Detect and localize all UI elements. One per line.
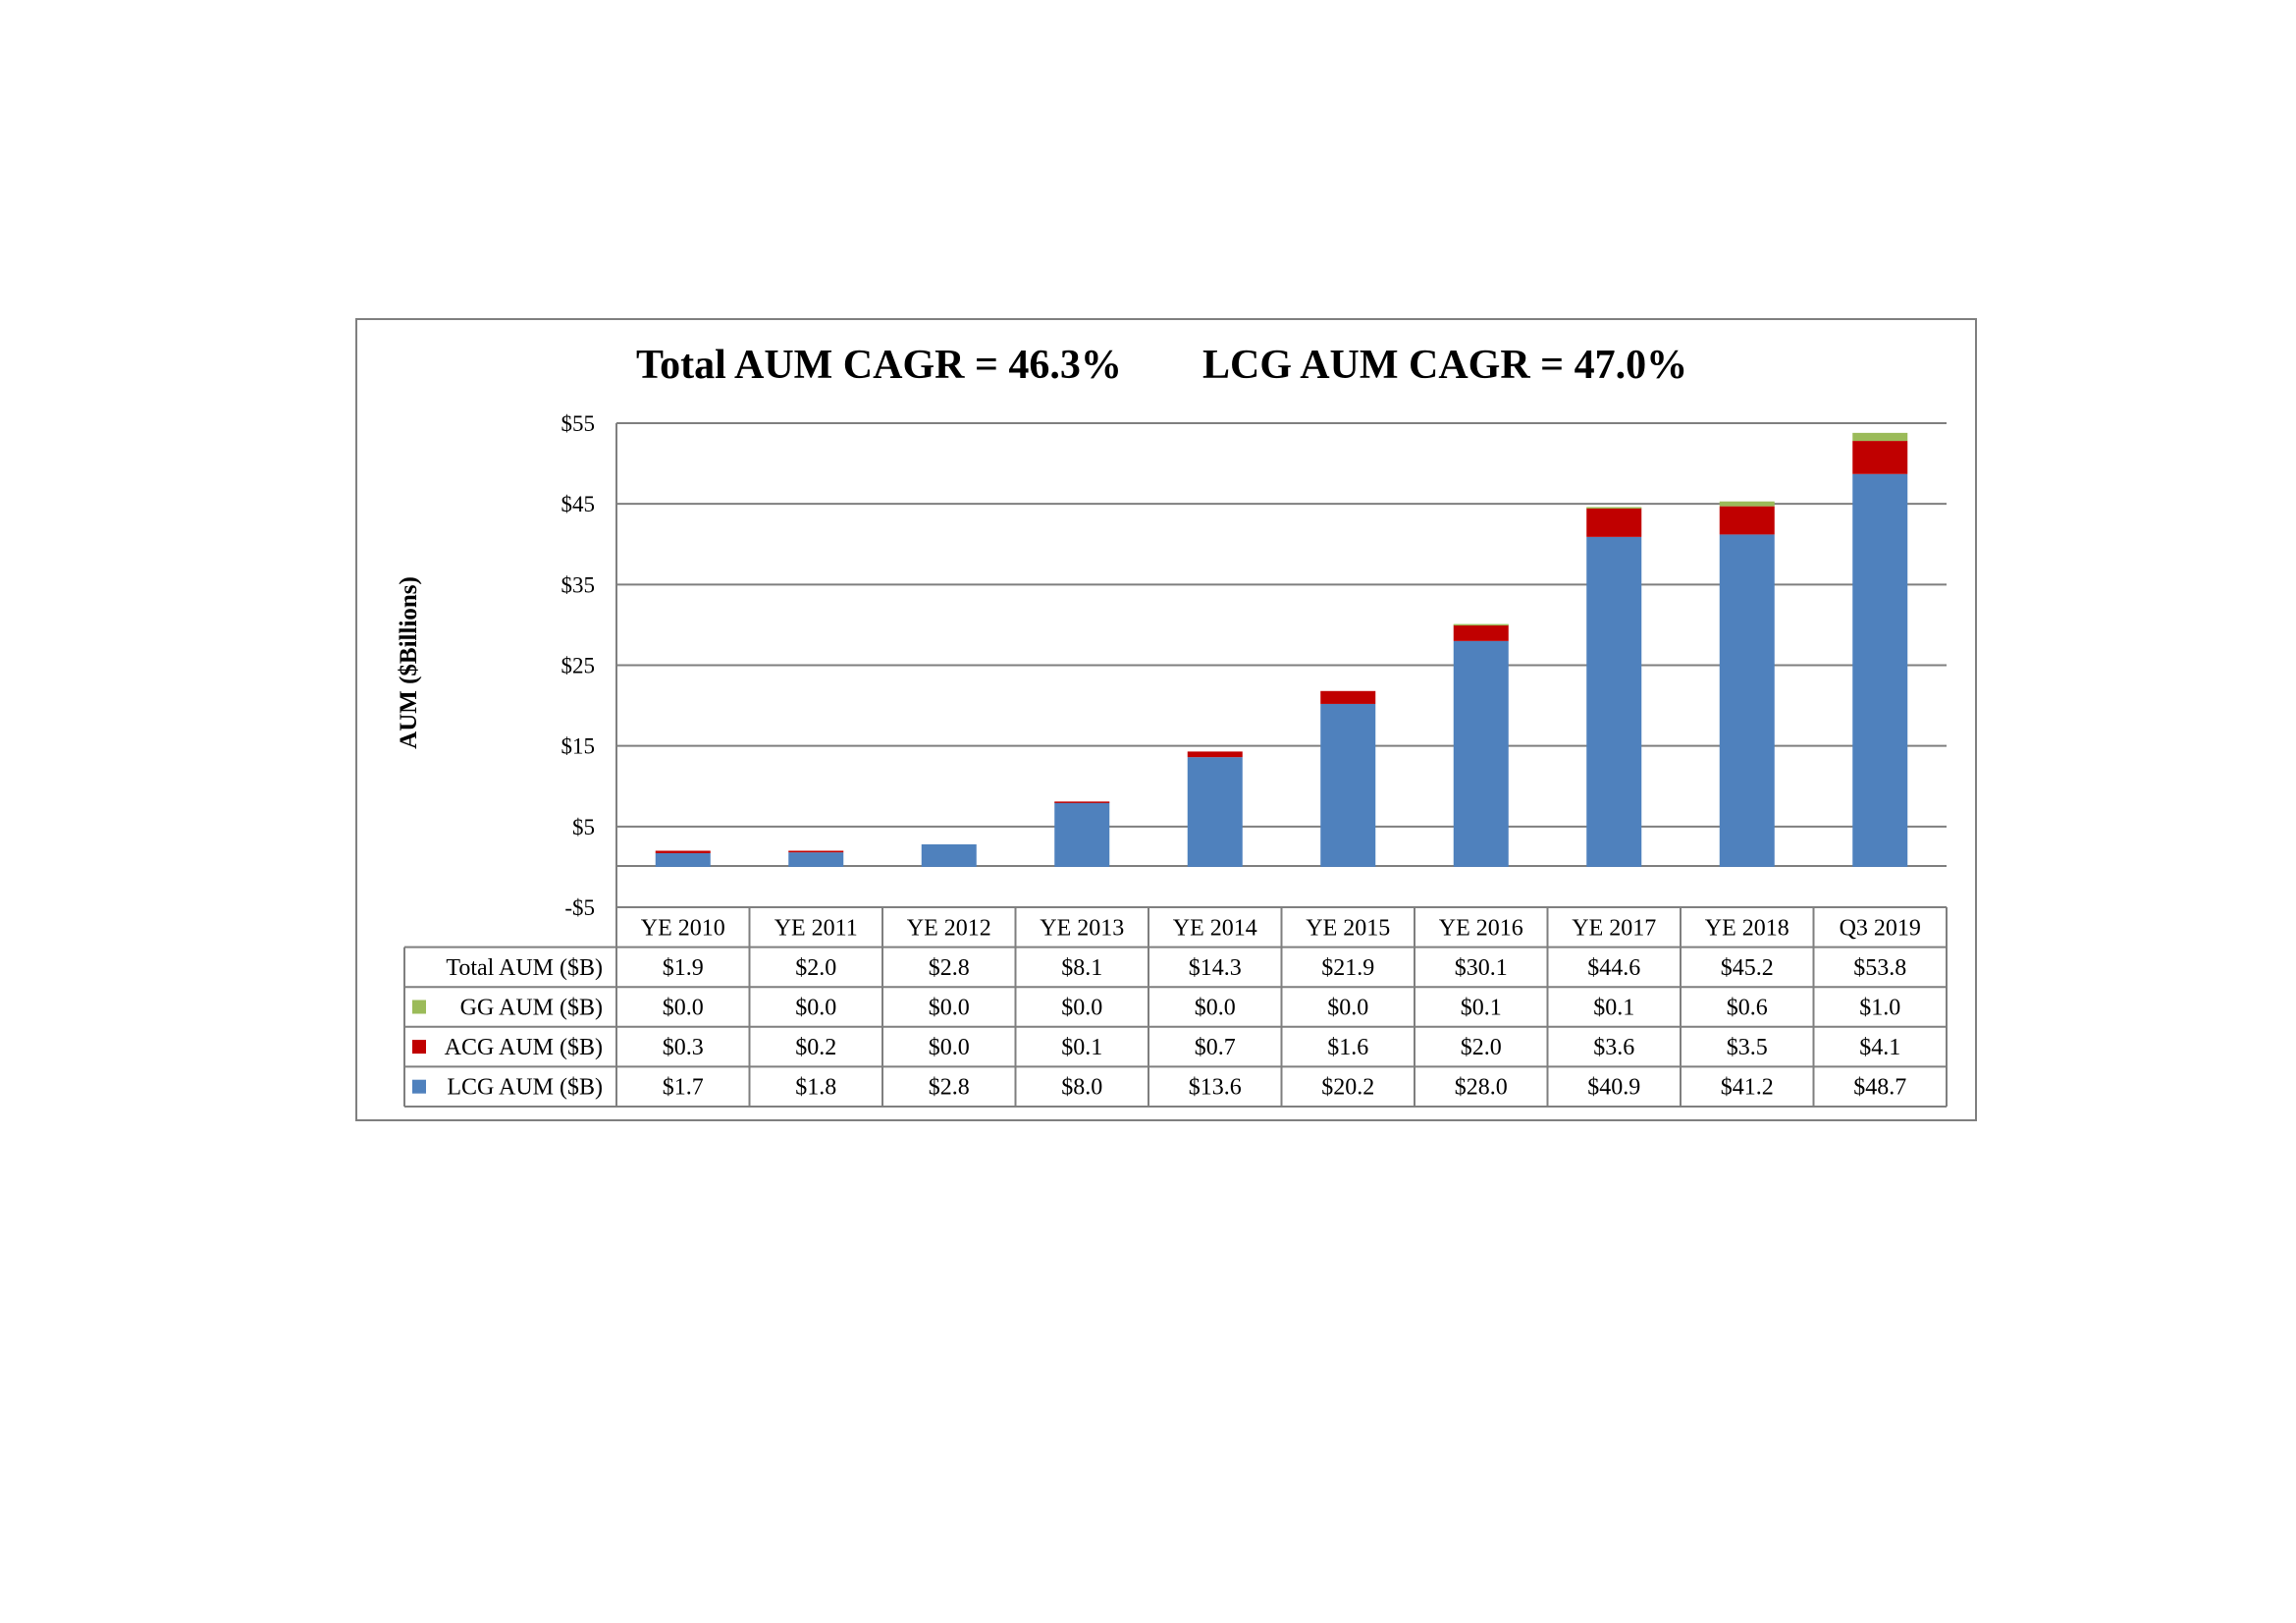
table-cell: $30.1	[1455, 955, 1508, 981]
table-cell: $8.0	[1061, 1075, 1102, 1101]
bar-acg-8	[1586, 508, 1642, 537]
table-cell: $1.9	[663, 955, 704, 981]
category-label: Q3 2019	[1840, 915, 1921, 941]
table-cell: $0.0	[929, 996, 970, 1021]
y-tick-label: $55	[561, 411, 596, 436]
table-cell: $28.0	[1455, 1075, 1508, 1101]
table-cell: $14.3	[1189, 955, 1242, 981]
category-label: YE 2013	[1040, 915, 1124, 941]
bar-acg-4	[1054, 801, 1110, 803]
bar-gg-7	[1453, 623, 1509, 626]
bar-lcg-10	[1852, 473, 1908, 867]
table-cell: $40.9	[1587, 1075, 1640, 1101]
y-axis-title: AUM ($Billions)	[396, 576, 422, 749]
category-label: YE 2015	[1306, 915, 1390, 941]
y-tick-label: -$5	[564, 895, 595, 920]
table-cell: $3.5	[1727, 1035, 1768, 1060]
category-label: YE 2012	[907, 915, 991, 941]
table-cell: $8.1	[1061, 955, 1102, 981]
table-cell: $0.0	[795, 996, 836, 1021]
bar-lcg-4	[1054, 802, 1110, 867]
table-cell: $2.0	[1461, 1035, 1502, 1060]
table-cell: $21.9	[1321, 955, 1374, 981]
table-row-label: ACG AUM ($B)	[445, 1035, 603, 1060]
bars	[655, 432, 1908, 867]
data-table: YE 2010 YE 2011 YE 2012 YE 2013 YE 2014 YE 20…	[403, 906, 1948, 1108]
table-cell: $0.0	[1061, 996, 1102, 1021]
table-cell: $3.6	[1593, 1035, 1634, 1060]
table-cell: $2.8	[929, 955, 970, 981]
chart-title-lcg-cagr: LCG AUM CAGR = 47.0%	[1202, 343, 1687, 388]
table-cell: $53.8	[1853, 955, 1906, 981]
bar-gg-8	[1586, 507, 1642, 509]
bar-acg-10	[1852, 441, 1908, 474]
category-label: YE 2016	[1439, 915, 1523, 941]
table-cell: $44.6	[1587, 955, 1640, 981]
table-row-label: Total AUM ($B)	[446, 955, 603, 981]
table-cell: $13.6	[1189, 1075, 1242, 1101]
table-cell: $0.1	[1061, 1035, 1102, 1060]
bar-acg-5	[1187, 751, 1243, 758]
bar-lcg-1	[655, 852, 711, 867]
bar-lcg-5	[1187, 757, 1243, 867]
table-cell: $2.0	[795, 955, 836, 981]
bar-lcg-8	[1586, 536, 1642, 867]
table-cell: $0.6	[1727, 996, 1768, 1021]
bar-lcg-7	[1453, 640, 1509, 867]
category-label: YE 2018	[1705, 915, 1789, 941]
bar-acg-9	[1719, 506, 1775, 535]
table-cell: $1.8	[795, 1075, 836, 1101]
table-cell: $0.0	[1327, 996, 1368, 1021]
y-tick-label: $35	[561, 572, 596, 597]
table-cell: $1.0	[1859, 996, 1900, 1021]
category-label: YE 2010	[641, 915, 725, 941]
table-cell: $41.2	[1721, 1075, 1774, 1101]
y-tick-label: $25	[561, 654, 596, 678]
bar-lcg-2	[788, 852, 844, 867]
category-label: YE 2014	[1173, 915, 1257, 941]
table-cell: $0.0	[663, 996, 704, 1021]
category-label: YE 2011	[774, 915, 858, 941]
legend-key-gg	[412, 1000, 426, 1014]
bar-acg-2	[788, 850, 844, 853]
table-cell: $0.3	[663, 1035, 704, 1060]
table-cell: $0.0	[1195, 996, 1236, 1021]
category-label: YE 2017	[1572, 915, 1656, 941]
bar-acg-1	[655, 850, 711, 853]
bar-acg-6	[1320, 690, 1376, 704]
table-cell: $4.1	[1859, 1035, 1900, 1060]
legend-key-acg	[412, 1040, 426, 1055]
bar-lcg-3	[921, 843, 977, 867]
table-cell: $0.2	[795, 1035, 836, 1060]
table-row-label: LCG AUM ($B)	[447, 1075, 603, 1101]
bar-lcg-9	[1719, 534, 1775, 867]
bar-lcg-6	[1320, 703, 1376, 867]
legend-key-lcg	[412, 1079, 426, 1094]
table-cell: $48.7	[1853, 1075, 1906, 1101]
table-cell: $0.7	[1195, 1035, 1236, 1060]
chart-title-total-cagr: Total AUM CAGR = 46.3%	[636, 343, 1122, 388]
y-tick-label: $15	[561, 734, 596, 759]
table-cell: $0.1	[1461, 996, 1502, 1021]
y-tick-label: $5	[572, 815, 595, 839]
bar-acg-7	[1453, 624, 1509, 641]
y-tick-labels: -$5 $5 $15 $25 $35 $45 $55	[561, 411, 596, 920]
bar-gg-9	[1719, 501, 1775, 507]
table-row-label: GG AUM ($B)	[460, 996, 603, 1021]
table-cell: $20.2	[1321, 1075, 1374, 1101]
table-cell: $45.2	[1721, 955, 1774, 981]
table-cell: $0.1	[1593, 996, 1634, 1021]
y-tick-label: $45	[561, 492, 596, 516]
bar-gg-10	[1852, 432, 1908, 442]
table-cell: $1.7	[663, 1075, 704, 1101]
table-cell: $1.6	[1327, 1035, 1368, 1060]
table-cell: $0.0	[929, 1035, 970, 1060]
table-cell: $2.8	[929, 1075, 970, 1101]
